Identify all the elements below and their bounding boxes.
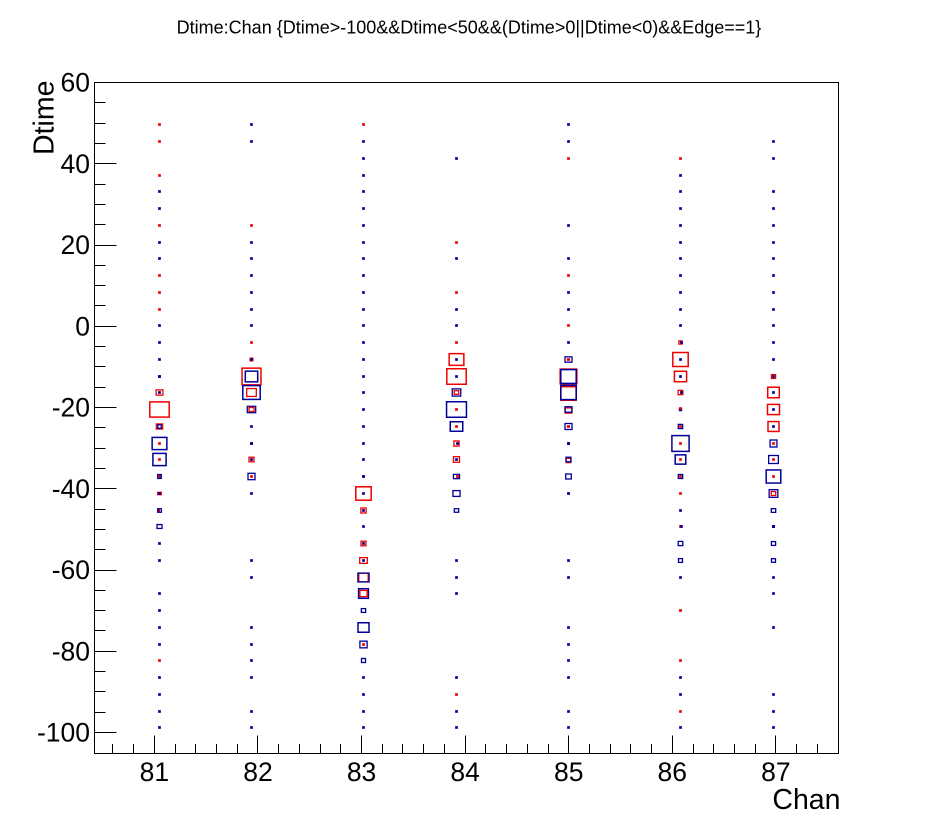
svg-text:84: 84 xyxy=(450,757,479,787)
svg-text:Dtime: Dtime xyxy=(29,81,61,155)
svg-text:81: 81 xyxy=(140,757,169,787)
svg-text:83: 83 xyxy=(347,757,376,787)
svg-text:-40: -40 xyxy=(52,474,90,504)
svg-text:0: 0 xyxy=(75,311,90,341)
svg-text:60: 60 xyxy=(61,68,90,98)
svg-text:-100: -100 xyxy=(37,718,90,748)
svg-text:87: 87 xyxy=(761,757,790,787)
svg-text:-60: -60 xyxy=(52,555,90,585)
svg-text:82: 82 xyxy=(243,757,272,787)
svg-text:40: 40 xyxy=(61,149,90,179)
svg-text:Dtime:Chan {Dtime>-100&&Dtime<: Dtime:Chan {Dtime>-100&&Dtime<50&&(Dtime… xyxy=(177,18,762,38)
svg-text:86: 86 xyxy=(658,757,687,787)
svg-text:20: 20 xyxy=(61,230,90,260)
svg-text:Chan: Chan xyxy=(772,784,840,816)
svg-text:85: 85 xyxy=(554,757,583,787)
svg-text:-80: -80 xyxy=(52,636,90,666)
svg-text:-20: -20 xyxy=(52,393,90,423)
